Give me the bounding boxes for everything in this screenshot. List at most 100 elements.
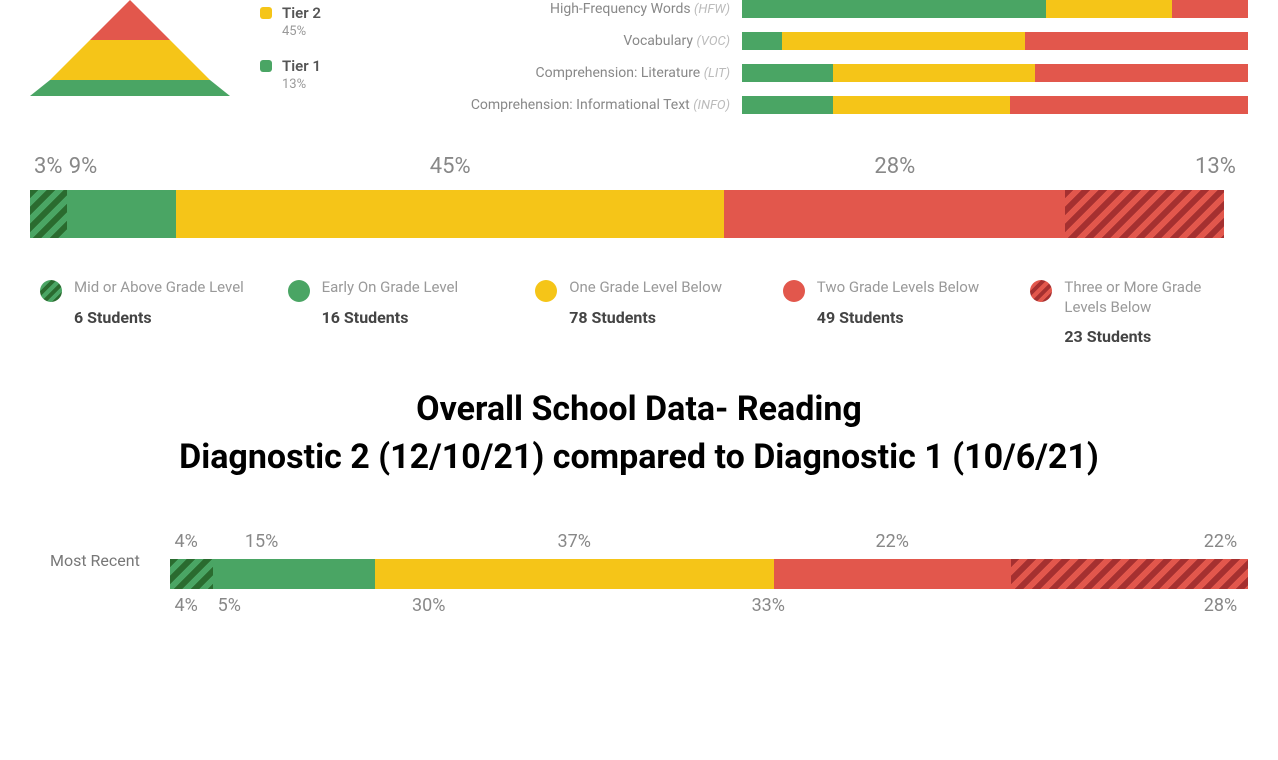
main-bar-segment bbox=[724, 190, 1065, 238]
compare-pct: 5% bbox=[218, 595, 241, 616]
tier-pyramid bbox=[30, 0, 230, 100]
compare-bar-wrap: 4%5%30%33%28% bbox=[170, 595, 1248, 623]
legend-text: Two Grade Levels Below 49 Students bbox=[817, 278, 979, 346]
tier-legend-item: Tier 2 45% bbox=[260, 4, 321, 39]
top-section: Tier 2 45% Tier 1 13% High-Frequency Wor… bbox=[30, 0, 1248, 114]
legend-count: 23 Students bbox=[1064, 327, 1238, 346]
compare-seg bbox=[213, 559, 375, 589]
legend-count: 6 Students bbox=[74, 308, 244, 327]
domain-bar bbox=[742, 0, 1248, 18]
comparison-heading: Overall School Data- Reading Diagnostic … bbox=[30, 386, 1248, 481]
main-bar-pct: 9% bbox=[69, 154, 97, 179]
pyramid-area: Tier 2 45% Tier 1 13% bbox=[30, 0, 370, 114]
domain-seg bbox=[742, 64, 833, 82]
main-bar-pct: 13% bbox=[1195, 154, 1236, 179]
compare-row: 4%5%30%33%28% bbox=[50, 595, 1248, 623]
compare-bar bbox=[170, 559, 1248, 589]
domain-seg bbox=[1010, 96, 1248, 114]
domain-seg bbox=[782, 32, 1025, 50]
domain-row: High-Frequency Words (HFW) bbox=[410, 0, 1248, 18]
compare-seg bbox=[774, 559, 1011, 589]
tier-legend-item: Tier 1 13% bbox=[260, 57, 321, 92]
main-bar-segment bbox=[30, 190, 67, 238]
main-bar-segment bbox=[176, 190, 724, 238]
domain-seg bbox=[742, 96, 833, 114]
compare-pct-row: 4% 15% 37% 22% 22% bbox=[170, 531, 1248, 555]
domain-bar bbox=[742, 96, 1248, 114]
main-bar-segment bbox=[67, 190, 177, 238]
compare-label: Most Recent bbox=[50, 551, 150, 570]
compare-seg bbox=[170, 559, 213, 589]
domain-seg bbox=[833, 64, 1035, 82]
domain-label: Comprehension: Literature (LIT) bbox=[410, 65, 730, 81]
legend-item: Two Grade Levels Below 49 Students bbox=[783, 278, 991, 346]
tier-dot bbox=[260, 60, 272, 72]
legend-label: Early On Grade Level bbox=[322, 278, 459, 298]
tier-legend: Tier 2 45% Tier 1 13% bbox=[260, 0, 321, 92]
domain-label: High-Frequency Words (HFW) bbox=[410, 1, 730, 17]
compare-pct-row: 4%5%30%33%28% bbox=[170, 595, 1248, 619]
legend-swatch bbox=[535, 280, 557, 302]
domain-seg bbox=[742, 0, 1046, 18]
compare-pct: 37% bbox=[558, 531, 591, 552]
legend-count: 49 Students bbox=[817, 308, 979, 327]
domain-seg bbox=[1025, 32, 1248, 50]
heading-line1: Overall School Data- Reading bbox=[30, 386, 1248, 434]
tier-text: Tier 2 45% bbox=[282, 4, 321, 39]
compare-pct: 30% bbox=[412, 595, 445, 616]
domain-seg bbox=[833, 96, 1010, 114]
domain-row: Vocabulary (VOC) bbox=[410, 32, 1248, 50]
compare-pct: 22% bbox=[1204, 531, 1237, 552]
domain-seg bbox=[1046, 0, 1173, 18]
domain-row: Comprehension: Literature (LIT) bbox=[410, 64, 1248, 82]
legend-item: Three or More Grade Levels Below 23 Stud… bbox=[1030, 278, 1238, 346]
tier-label: Tier 1 bbox=[282, 57, 321, 75]
main-bar-pct: 28% bbox=[874, 154, 915, 179]
compare-pct: 15% bbox=[245, 531, 278, 552]
main-bar-pct: 45% bbox=[430, 154, 471, 179]
placement-legend: Mid or Above Grade Level 6 Students Earl… bbox=[30, 278, 1248, 346]
legend-count: 16 Students bbox=[322, 308, 459, 327]
comparison-section: Most Recent 4% 15% 37% 22% 22% 4% 5% 30% 33% 28% bbox=[30, 531, 1248, 623]
legend-text: Mid or Above Grade Level 6 Students bbox=[74, 278, 244, 346]
pyramid-tier2 bbox=[50, 40, 210, 80]
compare-pct: 22% bbox=[876, 531, 909, 552]
domain-seg bbox=[742, 32, 782, 50]
tier-text: Tier 1 13% bbox=[282, 57, 321, 92]
main-bar-segment bbox=[1065, 190, 1223, 238]
domain-bar bbox=[742, 64, 1248, 82]
compare-pct: 28% bbox=[1204, 595, 1237, 616]
legend-swatch bbox=[288, 280, 310, 302]
legend-text: Three or More Grade Levels Below 23 Stud… bbox=[1064, 278, 1238, 346]
domain-row: Comprehension: Informational Text (INFO) bbox=[410, 96, 1248, 114]
compare-seg bbox=[375, 559, 774, 589]
domain-seg bbox=[1035, 64, 1248, 82]
legend-label: Three or More Grade Levels Below bbox=[1064, 278, 1238, 317]
heading-line2: Diagnostic 2 (12/10/21) compared to Diag… bbox=[30, 434, 1248, 482]
legend-item: Early On Grade Level 16 Students bbox=[288, 278, 496, 346]
domain-label: Vocabulary (VOC) bbox=[410, 33, 730, 49]
domain-seg bbox=[1172, 0, 1248, 18]
compare-row: Most Recent 4% 15% 37% 22% 22% bbox=[50, 531, 1248, 589]
tier-label: Tier 2 bbox=[282, 4, 321, 22]
legend-swatch bbox=[40, 280, 62, 302]
pyramid-tier3 bbox=[90, 0, 170, 40]
compare-pct: 4% bbox=[175, 531, 198, 552]
legend-text: Early On Grade Level 16 Students bbox=[322, 278, 459, 346]
compare-pct: 33% bbox=[752, 595, 785, 616]
tier-pct: 45% bbox=[282, 24, 321, 39]
tier-pct: 13% bbox=[282, 77, 321, 92]
legend-text: One Grade Level Below 78 Students bbox=[569, 278, 722, 346]
main-bar-pct: 3% bbox=[34, 154, 62, 179]
legend-label: Mid or Above Grade Level bbox=[74, 278, 244, 298]
domain-bars: High-Frequency Words (HFW) Vocabulary (V… bbox=[410, 0, 1248, 114]
legend-swatch bbox=[783, 280, 805, 302]
main-bar bbox=[30, 190, 1248, 238]
compare-bar-wrap: 4% 15% 37% 22% 22% bbox=[170, 531, 1248, 589]
legend-item: One Grade Level Below 78 Students bbox=[535, 278, 743, 346]
legend-label: Two Grade Levels Below bbox=[817, 278, 979, 298]
compare-seg bbox=[1011, 559, 1248, 589]
main-bar-section: 3% 9% 45% 28% 13% Mid or Above Grade Level 6… bbox=[30, 154, 1248, 346]
legend-item: Mid or Above Grade Level 6 Students bbox=[40, 278, 248, 346]
domain-label: Comprehension: Informational Text (INFO) bbox=[410, 97, 730, 113]
